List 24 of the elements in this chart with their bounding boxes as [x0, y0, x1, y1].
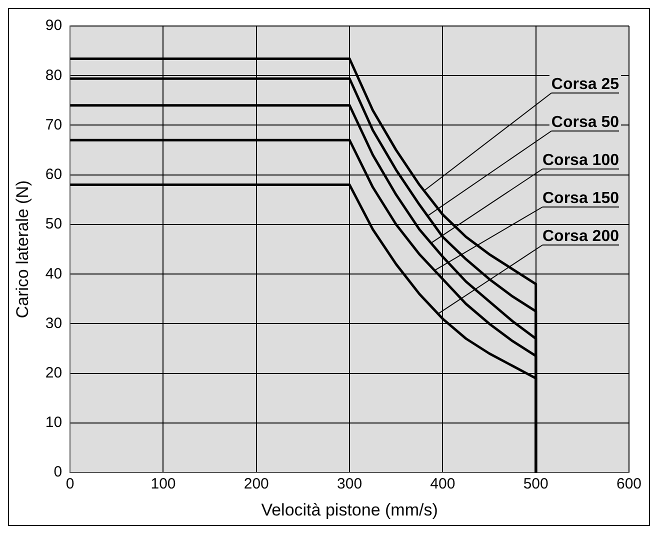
- text: Corsa 25: [551, 76, 620, 93]
- y-tick-label: 70: [45, 116, 62, 134]
- y-tick-label: 20: [45, 364, 62, 382]
- text: Corsa 50: [551, 114, 620, 131]
- text: Corsa 100: [542, 152, 620, 169]
- y-tick-label: 80: [45, 66, 62, 84]
- x-tick-label: 600: [616, 476, 642, 493]
- y-tick-label: 50: [45, 216, 62, 233]
- y-tick-label: 90: [45, 17, 62, 34]
- y-tick-label: 60: [45, 166, 62, 184]
- text: Corsa 150: [542, 190, 620, 207]
- y-tick-label: 10: [45, 414, 62, 432]
- x-tick-label: 200: [244, 476, 269, 493]
- x-axis-title: Velocità pistone (mm/s): [261, 500, 438, 520]
- x-tick-label: 0: [66, 476, 74, 493]
- y-axis-title: Carico laterale (N): [12, 180, 32, 318]
- x-tick-label: 100: [150, 476, 176, 493]
- text: Corsa 200: [542, 228, 620, 245]
- x-tick-label: 300: [337, 476, 362, 493]
- y-tick-label: 0: [54, 464, 62, 481]
- x-tick-label: 400: [430, 476, 456, 493]
- y-tick-label: 30: [45, 314, 62, 332]
- y-tick-label: 40: [45, 265, 62, 282]
- x-tick-label: 500: [523, 476, 548, 493]
